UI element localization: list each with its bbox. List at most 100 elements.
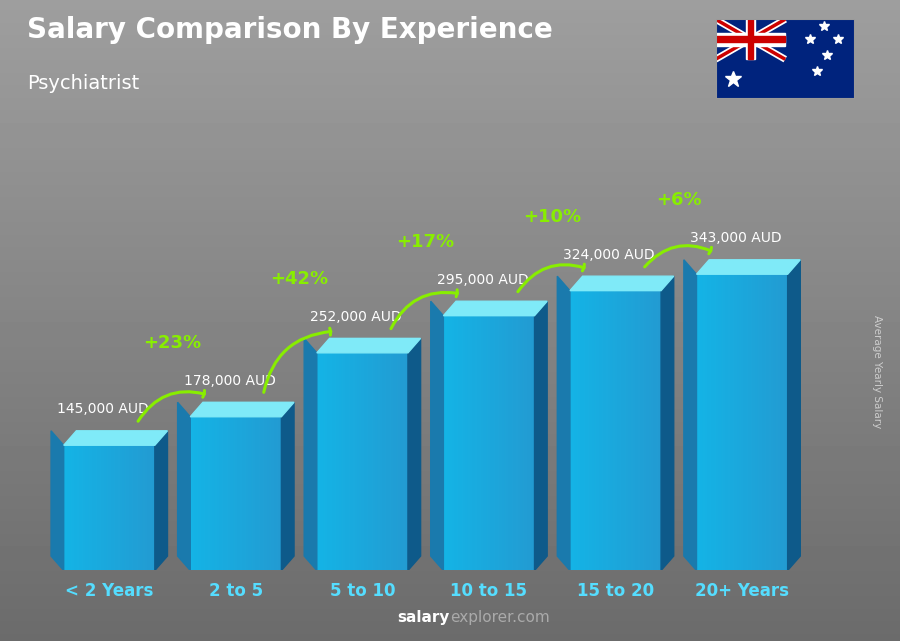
Bar: [75, 445, 77, 570]
Bar: [586, 290, 589, 570]
Bar: [530, 315, 533, 570]
Bar: [392, 353, 394, 570]
Bar: [450, 315, 453, 570]
Bar: [200, 417, 202, 570]
Bar: [453, 315, 455, 570]
Bar: [104, 445, 107, 570]
Bar: [77, 445, 80, 570]
Bar: [620, 290, 623, 570]
Text: 324,000 AUD: 324,000 AUD: [563, 247, 655, 262]
Bar: [80, 445, 82, 570]
Bar: [752, 274, 753, 570]
Bar: [493, 315, 496, 570]
Bar: [517, 315, 518, 570]
Bar: [518, 315, 521, 570]
Bar: [243, 417, 245, 570]
Bar: [401, 353, 403, 570]
Bar: [279, 417, 282, 570]
Bar: [220, 417, 222, 570]
Bar: [137, 445, 139, 570]
Bar: [95, 445, 98, 570]
Text: salary: salary: [398, 610, 450, 625]
Bar: [786, 274, 788, 570]
Bar: [634, 290, 636, 570]
Bar: [570, 290, 572, 570]
Text: 145,000 AUD: 145,000 AUD: [57, 403, 148, 417]
Bar: [261, 417, 264, 570]
Bar: [381, 353, 383, 570]
Bar: [346, 353, 349, 570]
Text: +17%: +17%: [397, 233, 454, 251]
Bar: [324, 353, 326, 570]
Bar: [574, 290, 577, 570]
Bar: [193, 417, 195, 570]
Bar: [89, 445, 91, 570]
Bar: [231, 417, 234, 570]
Bar: [194, 417, 197, 570]
Bar: [85, 445, 86, 570]
Bar: [627, 290, 629, 570]
Bar: [121, 445, 123, 570]
Bar: [363, 353, 365, 570]
Bar: [229, 417, 231, 570]
Bar: [270, 417, 273, 570]
Bar: [328, 353, 331, 570]
Bar: [647, 290, 650, 570]
Bar: [446, 315, 448, 570]
Bar: [599, 290, 602, 570]
Bar: [478, 315, 480, 570]
Bar: [509, 315, 512, 570]
Bar: [320, 353, 321, 570]
Bar: [717, 274, 720, 570]
Bar: [378, 353, 381, 570]
Bar: [70, 445, 73, 570]
Bar: [581, 290, 584, 570]
Bar: [236, 417, 238, 570]
Bar: [697, 274, 699, 570]
Bar: [112, 445, 114, 570]
Bar: [579, 290, 581, 570]
Bar: [652, 290, 654, 570]
Bar: [153, 445, 155, 570]
Text: 295,000 AUD: 295,000 AUD: [436, 273, 528, 287]
Polygon shape: [64, 431, 167, 445]
Bar: [724, 274, 726, 570]
Polygon shape: [788, 260, 800, 570]
Bar: [771, 274, 774, 570]
Polygon shape: [697, 260, 800, 274]
Bar: [338, 353, 340, 570]
Bar: [716, 36, 785, 42]
Bar: [66, 445, 68, 570]
Bar: [134, 445, 137, 570]
Bar: [209, 417, 211, 570]
Bar: [508, 315, 509, 570]
Bar: [344, 353, 346, 570]
Bar: [227, 417, 230, 570]
Bar: [710, 274, 713, 570]
Bar: [770, 274, 772, 570]
Bar: [758, 274, 760, 570]
Bar: [726, 274, 729, 570]
Bar: [143, 445, 146, 570]
Polygon shape: [317, 338, 420, 353]
Bar: [321, 353, 324, 570]
Bar: [82, 445, 85, 570]
Bar: [326, 353, 328, 570]
Bar: [374, 353, 376, 570]
Bar: [333, 353, 336, 570]
Bar: [197, 417, 200, 570]
Text: Salary Comparison By Experience: Salary Comparison By Experience: [27, 16, 553, 44]
Bar: [747, 274, 749, 570]
Bar: [523, 315, 526, 570]
Polygon shape: [570, 276, 674, 290]
Polygon shape: [304, 338, 317, 570]
Bar: [330, 353, 333, 570]
Bar: [502, 315, 505, 570]
Bar: [387, 353, 390, 570]
Polygon shape: [177, 403, 190, 570]
Polygon shape: [431, 301, 444, 570]
Bar: [254, 417, 256, 570]
Bar: [532, 315, 535, 570]
Bar: [403, 353, 406, 570]
Bar: [629, 290, 632, 570]
